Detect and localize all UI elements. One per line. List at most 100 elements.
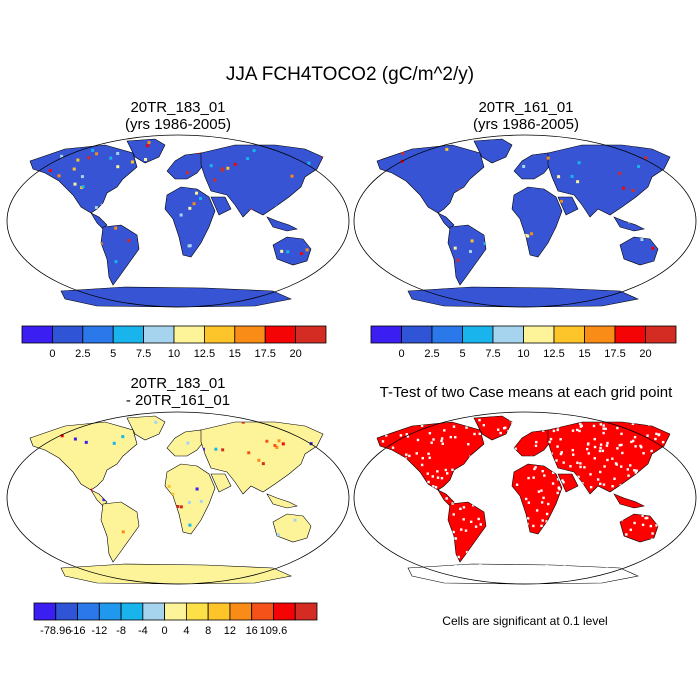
nonsignificant-cell xyxy=(527,420,530,423)
nonsignificant-cell xyxy=(557,419,560,423)
colorbar-tick-label: 4 xyxy=(183,625,189,637)
nonsignificant-cell xyxy=(603,553,607,557)
nonsignificant-cell xyxy=(562,461,565,464)
data-cell xyxy=(504,177,508,181)
data-cell xyxy=(312,204,316,208)
nonsignificant-cell xyxy=(655,524,658,527)
nonsignificant-cell xyxy=(649,492,653,496)
nonsignificant-cell xyxy=(650,458,654,461)
colorbar-tick-label: 8 xyxy=(205,625,211,637)
nonsignificant-cell xyxy=(552,429,556,433)
nonsignificant-cell xyxy=(445,497,448,500)
nonsignificant-cell xyxy=(384,476,388,479)
data-cell xyxy=(94,241,98,245)
data-cell xyxy=(209,526,213,530)
nonsignificant-cell xyxy=(428,456,431,459)
nonsignificant-cell xyxy=(590,557,593,560)
nonsignificant-cell xyxy=(377,528,380,531)
nonsignificant-cell xyxy=(453,537,457,540)
nonsignificant-cell xyxy=(457,481,460,484)
nonsignificant-cell xyxy=(479,563,482,566)
nonsignificant-cell xyxy=(532,476,535,479)
nonsignificant-cell xyxy=(377,488,379,491)
data-cell xyxy=(109,156,113,160)
data-cell xyxy=(55,220,59,224)
nonsignificant-cell xyxy=(418,473,421,476)
nonsignificant-cell xyxy=(646,484,649,487)
colorbar-swatch xyxy=(273,602,296,621)
data-cell xyxy=(445,147,449,151)
nonsignificant-cell xyxy=(570,503,573,507)
map-border xyxy=(353,134,697,308)
nonsignificant-cell xyxy=(598,449,602,453)
nonsignificant-cell xyxy=(599,446,602,450)
nonsignificant-cell xyxy=(407,556,411,560)
colorbar-swatch xyxy=(264,325,297,344)
nonsignificant-cell xyxy=(476,547,479,551)
data-cell xyxy=(315,422,319,426)
data-cell xyxy=(377,152,380,156)
nonsignificant-cell xyxy=(542,429,545,432)
nonsignificant-cell xyxy=(530,553,534,557)
nonsignificant-cell xyxy=(592,424,596,428)
data-cell xyxy=(388,217,392,221)
nonsignificant-cell xyxy=(625,511,629,514)
nonsignificant-cell xyxy=(606,441,609,445)
nonsignificant-cell xyxy=(390,536,393,540)
data-cell xyxy=(559,199,563,203)
data-cell xyxy=(134,256,138,260)
nonsignificant-cell xyxy=(570,516,573,520)
data-cell xyxy=(112,213,116,217)
data-cell xyxy=(195,487,199,491)
map-panel-1 xyxy=(6,134,350,308)
data-cell xyxy=(188,523,192,527)
data-cell xyxy=(290,174,294,178)
nonsignificant-cell xyxy=(453,476,456,479)
nonsignificant-cell xyxy=(483,534,486,537)
data-cell xyxy=(264,533,268,537)
nonsignificant-cell xyxy=(490,524,494,527)
nonsignificant-cell xyxy=(580,561,584,565)
nonsignificant-cell xyxy=(465,493,468,496)
nonsignificant-cell xyxy=(462,506,466,509)
nonsignificant-cell xyxy=(439,556,442,560)
nonsignificant-cell xyxy=(543,474,546,477)
nonsignificant-cell xyxy=(402,419,405,423)
nonsignificant-cell xyxy=(537,490,541,493)
data-cell xyxy=(433,230,437,234)
nonsignificant-cell xyxy=(547,531,551,534)
nonsignificant-cell xyxy=(576,428,579,432)
nonsignificant-cell xyxy=(592,534,596,537)
nonsignificant-cell xyxy=(585,447,589,451)
nonsignificant-cell xyxy=(627,474,630,477)
data-cell xyxy=(38,250,42,254)
nonsignificant-cell xyxy=(478,432,481,436)
nonsignificant-cell xyxy=(640,484,643,487)
colorbar-tick-label: 0 xyxy=(49,348,55,360)
panel-2-title: 20TR_161_01 (yrs 1986-2005) xyxy=(381,99,671,133)
data-cell xyxy=(640,237,644,241)
nonsignificant-cell xyxy=(644,516,647,520)
colorbar-tick-label: -4 xyxy=(138,625,148,637)
data-cell xyxy=(51,218,55,222)
data-cell xyxy=(84,440,88,444)
nonsignificant-cell xyxy=(451,468,454,471)
colorbar-swatch xyxy=(492,325,524,344)
nonsignificant-cell xyxy=(654,487,658,491)
colorbar-swatch xyxy=(431,325,463,344)
data-cell xyxy=(410,142,414,146)
land-australia xyxy=(619,236,659,266)
data-cell xyxy=(156,178,160,182)
nonsignificant-cell xyxy=(612,556,616,559)
colorbar-swatch xyxy=(523,325,555,344)
data-cell xyxy=(247,451,251,455)
nonsignificant-cell xyxy=(380,550,383,553)
nonsignificant-cell xyxy=(408,493,412,497)
data-cell xyxy=(167,484,171,488)
nonsignificant-cell xyxy=(650,503,653,506)
nonsignificant-cell xyxy=(474,551,478,555)
nonsignificant-cell xyxy=(467,417,470,420)
data-cell xyxy=(222,215,226,219)
data-cell xyxy=(143,234,147,238)
data-cell xyxy=(176,504,180,508)
